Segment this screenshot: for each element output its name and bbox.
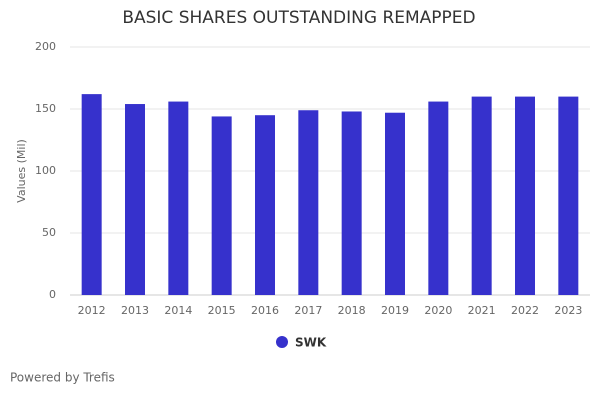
y-tick-label: 100 [35, 164, 56, 177]
bar [125, 104, 145, 295]
y-axis-label: Values (Mil) [15, 139, 28, 203]
bar [298, 110, 319, 296]
bar [81, 94, 102, 296]
bar [341, 111, 362, 295]
bar [255, 115, 275, 295]
legend-label: SWK [295, 336, 327, 350]
y-tick-label: 0 [49, 288, 56, 301]
bar [471, 96, 492, 295]
bar [211, 116, 232, 295]
x-tick-label: 2014 [164, 304, 192, 317]
x-tick-label: 2018 [338, 304, 366, 317]
x-tick-label: 2017 [294, 304, 322, 317]
x-tick-label: 2012 [78, 304, 106, 317]
bar [515, 96, 535, 295]
x-tick-label: 2021 [468, 304, 496, 317]
y-tick-label: 150 [35, 102, 56, 115]
bar [558, 96, 579, 295]
bar [428, 101, 449, 295]
x-tick-label: 2013 [121, 304, 149, 317]
x-tick-label: 2019 [381, 304, 409, 317]
y-tick-label: 200 [35, 40, 56, 53]
bar [168, 101, 189, 295]
chart-title: BASIC SHARES OUTSTANDING REMAPPED [122, 8, 475, 28]
x-tick-label: 2023 [554, 304, 582, 317]
x-tick-label: 2016 [251, 304, 279, 317]
x-tick-label: 2022 [511, 304, 539, 317]
footer: Powered by Trefis [10, 371, 115, 385]
y-tick-label: 50 [42, 226, 56, 239]
bar [385, 112, 405, 295]
x-tick-label: 2015 [208, 304, 236, 317]
legend-marker [276, 336, 288, 348]
x-tick-label: 2020 [424, 304, 452, 317]
